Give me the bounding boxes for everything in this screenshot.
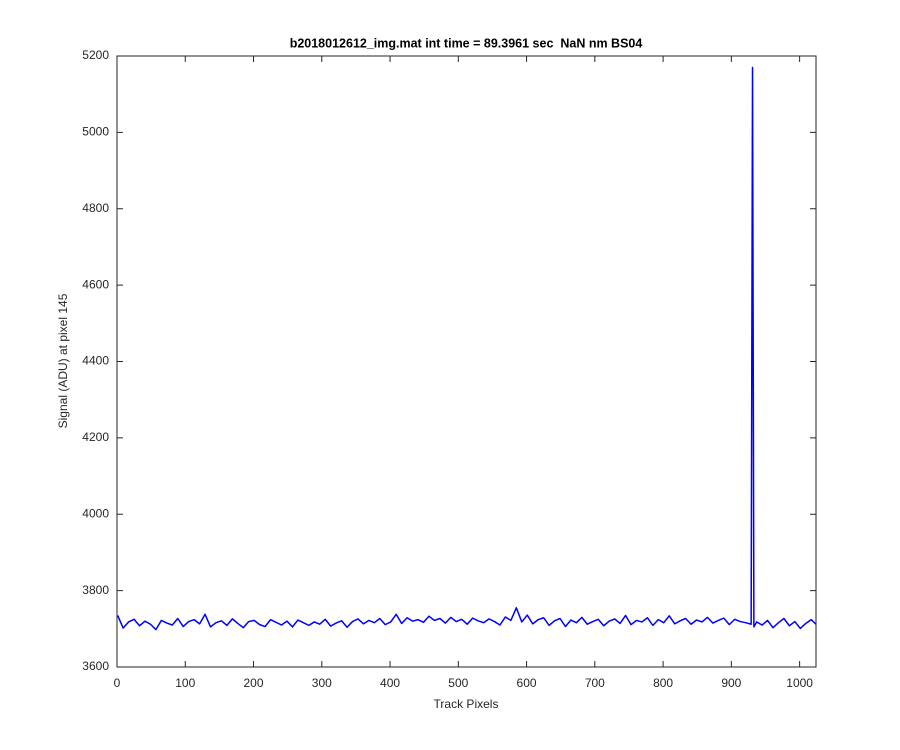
y-tick-label: 4400 [82, 354, 109, 368]
x-tick-label: 500 [448, 676, 468, 690]
x-tick-label: 400 [380, 676, 400, 690]
x-tick-label: 0 [114, 676, 121, 690]
x-tick-label: 1000 [786, 676, 813, 690]
y-axis-label: Signal (ADU) at pixel 145 [56, 293, 70, 428]
x-tick-label: 700 [585, 676, 605, 690]
y-tick-label: 5000 [82, 125, 109, 139]
x-tick-label: 300 [312, 676, 332, 690]
x-tick-label: 100 [175, 676, 195, 690]
y-tick-label: 4200 [82, 430, 109, 444]
x-tick-label: 200 [244, 676, 264, 690]
x-tick-label: 600 [517, 676, 537, 690]
y-tick-label: 5200 [82, 48, 109, 62]
x-tick-label: 900 [721, 676, 741, 690]
x-axis-label: Track Pixels [434, 697, 499, 711]
y-tick-label: 4800 [82, 201, 109, 215]
data-line [116, 66, 817, 631]
plot-box [116, 55, 817, 668]
y-tick-label: 3600 [82, 659, 109, 673]
y-tick-label: 3800 [82, 583, 109, 597]
x-tick-label: 800 [653, 676, 673, 690]
chart-title: b2018012612_img.mat int time = 89.3961 s… [290, 36, 643, 50]
y-tick-label: 4600 [82, 277, 109, 291]
y-tick-label: 4000 [82, 506, 109, 520]
